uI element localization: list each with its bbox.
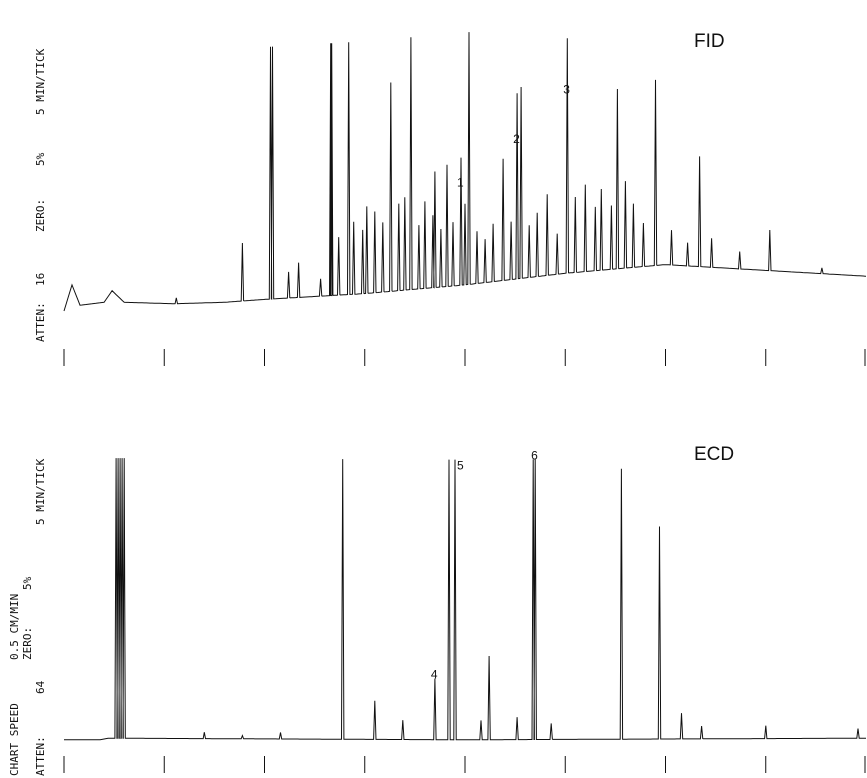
fid-panel: ATTEN: 16 ZERO: 5% 5 MIN/TICK FID 1 2 3: [34, 31, 866, 366]
ecd-peak-label-5: 5: [457, 458, 464, 472]
fid-peak-label-2: 2: [513, 132, 520, 146]
ecd-annotation-atten: ATTEN:: [34, 736, 47, 776]
fid-annotation-zero-value: 5%: [34, 152, 47, 166]
ecd-annotation-tick: 5 MIN/TICK: [34, 458, 47, 525]
ecd-panel: ATTEN: 64 CHART SPEED ZERO: 0.5 CM/MIN 5…: [8, 444, 866, 776]
ecd-trace-line: [64, 458, 866, 741]
fid-annotation-zero: ZERO:: [34, 199, 47, 232]
fid-trace-line: [63, 32, 866, 312]
fid-peak-label-1: 1: [457, 175, 464, 189]
fid-chart-title: FID: [694, 31, 725, 52]
ecd-peak-label-6: 6: [531, 449, 538, 463]
ecd-time-axis-ticks: [63, 756, 866, 773]
fid-peak-labels: 1 2 3: [457, 83, 570, 190]
ecd-chart-title: ECD: [694, 444, 734, 465]
fid-annotation-atten-value: 16: [34, 273, 47, 286]
fid-time-axis-ticks: [63, 349, 866, 366]
ecd-annotation-chart-speed: CHART SPEED: [8, 703, 21, 776]
ecd-annotation-speed-value: 0.5 CM/MIN: [8, 594, 21, 660]
fid-annotation-tick: 5 MIN/TICK: [34, 48, 47, 115]
ecd-annotation-zero-value: 5%: [21, 576, 34, 590]
ecd-peak-label-4: 4: [431, 668, 438, 682]
ecd-annotation-atten-value: 64: [34, 680, 47, 694]
ecd-annotation-zero: ZERO:: [21, 627, 34, 660]
ecd-peak-labels: 4 5 6: [431, 449, 538, 682]
fid-peak-label-3: 3: [563, 83, 570, 97]
fid-annotation-atten: ATTEN:: [34, 302, 47, 342]
